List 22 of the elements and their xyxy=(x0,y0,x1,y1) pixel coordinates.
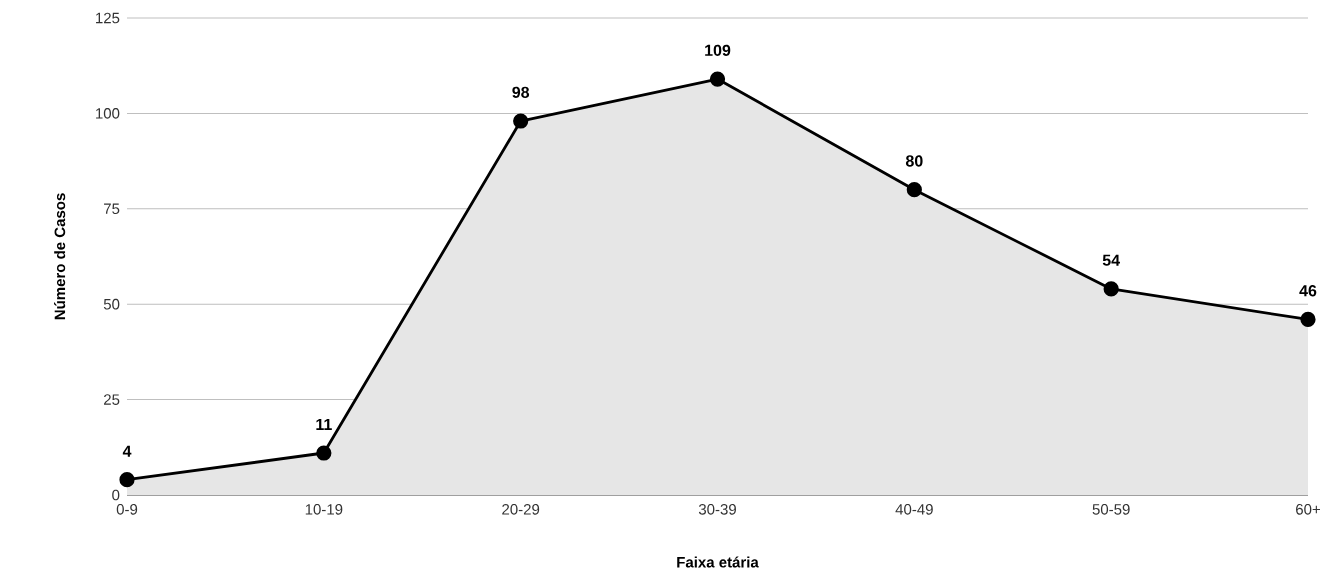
x-tick-label: 20-29 xyxy=(502,504,540,515)
x-tick-label: 50-59 xyxy=(1092,504,1130,515)
y-tick-label: 50 xyxy=(103,298,120,310)
data-label: 80 xyxy=(905,155,923,167)
x-tick-label: 30-39 xyxy=(698,504,736,515)
x-tick-label: 0-9 xyxy=(116,504,138,515)
data-label: 54 xyxy=(1102,254,1120,266)
x-tick-label: 60+ xyxy=(1296,504,1320,515)
y-tick-label: 25 xyxy=(104,394,120,405)
y-tick-label: 100 xyxy=(96,108,120,119)
x-tick-label: 40-49 xyxy=(895,504,933,515)
y-tick-label: 75 xyxy=(104,203,120,215)
data-label: 11 xyxy=(316,418,332,430)
data-label: 98 xyxy=(512,86,530,98)
data-label: 4 xyxy=(122,445,132,457)
y-tick-label: 125 xyxy=(96,12,120,24)
data-label: 46 xyxy=(1299,285,1317,297)
data-label: 109 xyxy=(705,44,731,56)
x-tick-label: 10-19 xyxy=(305,504,343,515)
y-tick-label: 0 xyxy=(112,489,120,501)
y-axis-title: Número de Casos xyxy=(54,193,66,320)
x-axis-title: Faixa etária xyxy=(677,556,759,568)
